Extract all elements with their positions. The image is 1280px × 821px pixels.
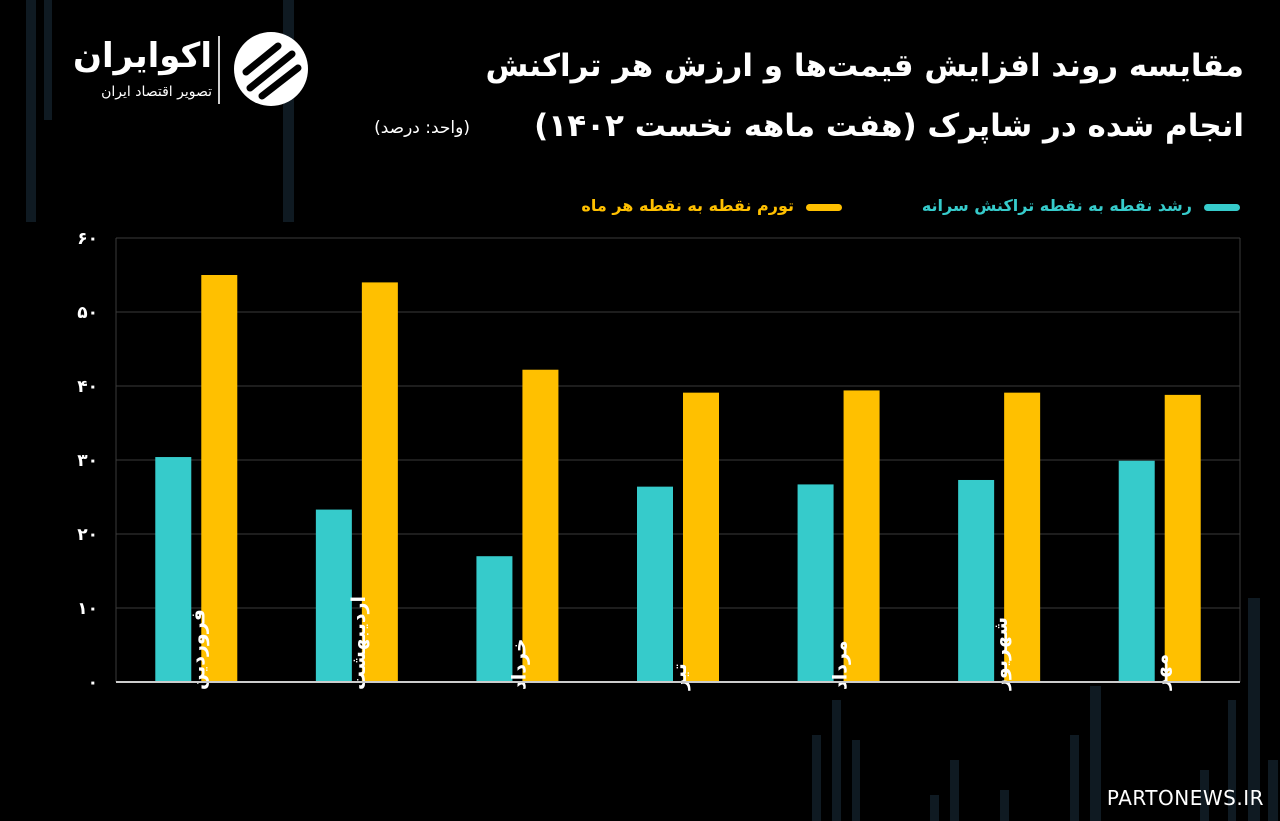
- growth-bar-1: [155, 457, 192, 682]
- x-tick-label: شهریور: [990, 617, 1012, 691]
- y-tick-label: ۲۰: [77, 525, 98, 545]
- growth-bar-2: [315, 509, 352, 682]
- logo-divider: [218, 36, 220, 104]
- brand-mark-icon: [234, 32, 308, 106]
- inflation-bar-2: [361, 282, 398, 682]
- x-tick-label: فروردین: [187, 609, 209, 690]
- inflation-bar-1: [201, 275, 238, 682]
- inflation-bar-7: [1164, 394, 1201, 682]
- x-tick-label: تیر: [669, 663, 691, 691]
- chart-title-line2: انجام شده در شاپرک (هفت ماهه نخست ۱۴۰۲): [534, 108, 1244, 144]
- inflation-bar-5: [843, 390, 880, 682]
- growth-bar-5: [797, 484, 834, 682]
- x-tick-label: مرداد: [830, 640, 852, 690]
- growth-bar-3: [476, 556, 513, 682]
- inflation-bar-6: [1004, 392, 1041, 682]
- x-tick-label: اردیبهشت: [348, 596, 370, 690]
- legend-label-inflation: تورم نقطه به نقطه هر ماه: [581, 196, 794, 215]
- watermark: PARTONEWS.IR: [1106, 786, 1264, 810]
- y-tick-label: ۵۰: [77, 303, 98, 323]
- y-tick-label: ۰: [88, 673, 98, 693]
- brand-name: اکوایران: [73, 36, 212, 76]
- growth-bar-4: [637, 486, 673, 682]
- y-tick-label: ۶۰: [77, 229, 98, 249]
- brand-tagline: تصویر اقتصاد ایران: [101, 84, 212, 100]
- legend-label-growth: رشد نقطه به نقطه تراکنش سرانه: [921, 196, 1192, 215]
- y-tick-label: ۴۰: [77, 377, 98, 397]
- growth-bar-7: [1118, 460, 1155, 682]
- inflation-bar-3: [522, 369, 559, 682]
- chart-title-line1: مقایسه روند افزایش قیمت‌ها و ارزش هر ترا…: [485, 48, 1244, 84]
- inflation-bar-4: [683, 392, 719, 682]
- growth-bar-6: [958, 479, 995, 682]
- y-tick-label: ۱۰: [77, 599, 98, 619]
- unit-label: (واحد: درصد): [374, 118, 470, 138]
- x-tick-label: خرداد: [508, 638, 530, 690]
- legend-swatch-growth: [1204, 204, 1240, 211]
- y-tick-label: ۳۰: [77, 451, 98, 471]
- legend-swatch-inflation: [806, 204, 842, 211]
- x-tick-label: مهر: [1151, 654, 1173, 691]
